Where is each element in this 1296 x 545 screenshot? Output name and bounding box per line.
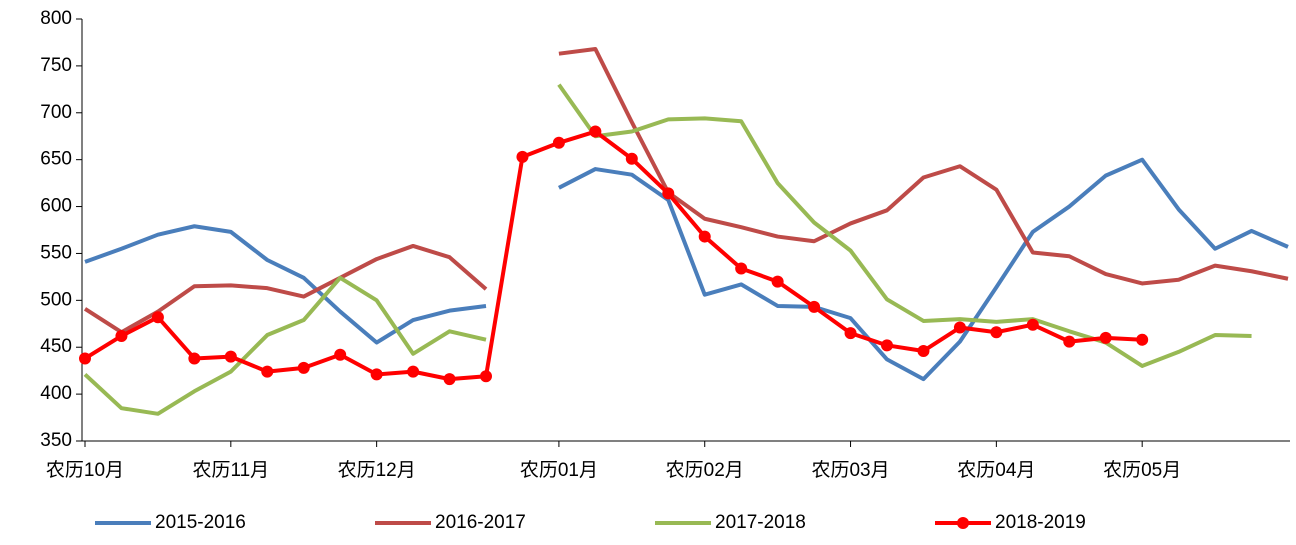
data-point	[552, 136, 565, 149]
y-tick-label: 700	[40, 102, 72, 123]
data-point	[1136, 333, 1149, 346]
data-point	[917, 344, 930, 357]
data-point	[480, 370, 492, 383]
x-tick-label: 农历04月	[957, 459, 1035, 481]
data-point	[625, 152, 638, 165]
x-tick-label: 农历10月	[46, 459, 124, 481]
data-point	[990, 326, 1003, 339]
data-point	[589, 125, 602, 138]
y-tick-label: 800	[40, 8, 72, 29]
data-point	[151, 311, 164, 324]
data-point	[224, 350, 237, 363]
x-tick-label: 农历01月	[520, 459, 598, 481]
series-line	[84, 157, 1289, 382]
data-point	[79, 352, 91, 365]
data-point	[370, 368, 383, 381]
data-point	[1099, 331, 1112, 344]
y-tick-label: 350	[40, 430, 72, 451]
data-point	[516, 150, 529, 163]
x-tick-label: 农历03月	[811, 459, 889, 481]
y-tick-label: 400	[40, 383, 72, 404]
series-line	[83, 83, 1252, 416]
legend-label: 2017-2018	[715, 512, 806, 533]
data-point	[297, 361, 310, 374]
y-tick-label: 750	[40, 55, 72, 76]
data-point	[881, 339, 893, 352]
legend-label: 2016-2017	[435, 512, 526, 533]
legend-marker	[957, 517, 969, 529]
data-point	[443, 373, 456, 386]
data-point	[261, 365, 274, 378]
data-point	[844, 327, 857, 340]
x-tick-label: 农历05月	[1103, 459, 1181, 481]
series-line	[83, 47, 1289, 335]
data-point	[662, 187, 675, 200]
y-tick-label: 500	[40, 289, 72, 310]
legend-label: 2015-2016	[155, 512, 246, 533]
data-point	[188, 352, 201, 365]
y-tick-label: 650	[40, 149, 72, 170]
x-tick-label: 农历12月	[338, 459, 416, 481]
data-point	[1063, 335, 1076, 348]
y-tick-label: 450	[40, 336, 72, 357]
x-tick-label: 农历11月	[192, 459, 269, 481]
data-point	[953, 321, 966, 334]
y-tick-label: 600	[40, 196, 72, 217]
data-point	[1026, 318, 1039, 331]
y-tick-label: 550	[40, 242, 72, 263]
x-tick-label: 农历02月	[666, 459, 744, 481]
legend-label: 2018-2019	[995, 512, 1086, 533]
series-line	[83, 129, 1143, 382]
data-point	[407, 365, 420, 378]
data-point	[771, 275, 784, 288]
data-point	[334, 348, 347, 361]
data-point	[698, 230, 711, 243]
data-point	[808, 300, 821, 313]
data-point	[735, 262, 748, 275]
data-point	[115, 329, 128, 342]
